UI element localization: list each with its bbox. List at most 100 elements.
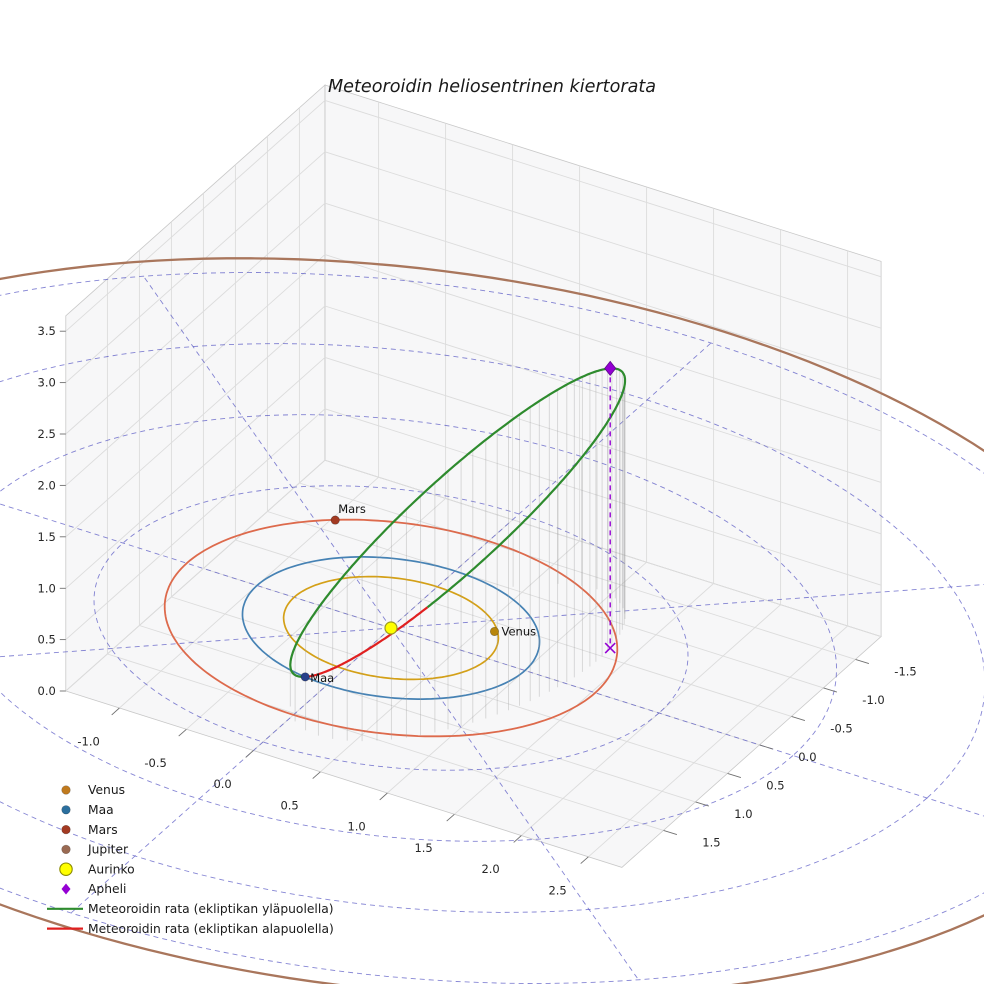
legend-item-label: Jupiter [87,843,129,857]
legend-item-label: Apheli [88,882,126,896]
grid-line [324,408,882,586]
legend-marker-diamond-icon [61,883,71,895]
axis-tick [513,835,522,843]
axis-tick [695,801,710,807]
z-tick-label: 0.0 [38,684,56,698]
aphelion-ground-x-icon [604,642,616,654]
grid-line [65,254,326,486]
x-tick-label: 0.5 [280,799,298,813]
legend-marker-dot-icon [61,805,71,815]
meteoroid-orbit-below [305,606,429,678]
y-tick-label: -0.5 [830,721,852,735]
grid-line [65,202,326,435]
polar-grid-spoke [390,627,984,817]
aphelion-group [604,360,617,654]
planet-label-maa: Maa [310,671,334,685]
grid-line [588,625,848,858]
axis-tick [111,707,120,716]
z-tick-label: 3.0 [38,376,56,390]
polar-grid [0,272,984,984]
axis-tick [759,744,774,750]
axes-panes [65,84,882,868]
grid-line [267,511,824,689]
sun-marker [384,621,398,635]
z-tick-label: 3.5 [38,324,56,338]
y-tick-label: -1.5 [894,664,916,678]
z-tick-label: 1.0 [38,581,56,595]
planet-label-venus: Venus [502,625,537,639]
planet-dot-venus [489,626,500,637]
grid-line [65,100,326,332]
axis-tick-labels: -1.0 -0.5 0.0 0.5 1.0 1.5 2.0 2.5 -1.5 -1.0 -0.5 0.… [38,324,917,897]
axis-ticks [59,330,870,864]
legend-marker-dot-icon [61,824,71,835]
orbit-mars [163,518,619,738]
x-tick-label: 1.5 [414,841,432,855]
legend-item-label: Maa [88,803,114,817]
legend-marker-dot-icon [59,862,73,876]
legend-item-label: Venus [88,783,125,797]
x-tick-label: -1.0 [77,735,99,749]
grid-line [324,99,882,278]
x-tick-label: -0.5 [144,756,166,770]
grid-line [186,498,446,730]
orbit-venus [282,575,500,681]
axis-tick [580,856,589,864]
grid-line [324,202,882,381]
grid-line [65,408,326,640]
polar-grid-circle [0,272,984,984]
legend-item-label: Mars [88,823,118,837]
x-tick-label: 1.0 [347,820,365,834]
axis-tick [379,792,388,801]
chart-title: Meteoroidin heliosentrinen kiertorata [328,77,656,97]
axis-tick [855,658,870,665]
planet-orbits [0,257,984,984]
y-tick-label: 0.0 [798,750,816,764]
legend: Venus Maa Mars Jupiter Aurinko Apheli Meteoroi… [47,783,334,936]
z-tick-label: 2.5 [38,427,56,441]
grid-line [235,539,792,717]
grid-line [65,357,326,589]
grid-line [65,151,326,383]
x-tick-label: 0.0 [213,777,231,791]
grid-line [324,151,882,329]
grid-line [324,305,882,483]
grid-line [139,625,696,803]
planet-dot-maa [300,672,310,682]
grid-line [119,476,379,709]
z-tick-label: 1.5 [38,530,56,544]
meteoroid-orbit-above [289,367,627,679]
meteoroid-orbit [289,367,627,679]
axis-tick [446,813,455,822]
polar-grid-circle [93,485,689,771]
axis-tick [791,715,806,722]
polar-grid-circle [0,343,984,913]
legend-item-label: Aurinko [88,862,135,876]
x-tick-label: 2.0 [481,862,499,876]
grid-line [454,583,714,815]
y-tick-label: -1.0 [862,693,884,707]
polar-grid-spoke [0,503,392,629]
grid-line [521,604,781,836]
legend-marker-dot-icon [61,844,71,855]
x-tick-label: 2.5 [548,884,566,898]
planet-label-mars: Mars [338,502,366,516]
grid-line [65,459,326,692]
grid-line [171,596,728,774]
axis-tick [727,772,742,779]
z-tick-label: 0.5 [38,633,56,647]
y-tick-label: 1.5 [702,835,720,849]
planets: Mars Venus Maa [300,502,537,685]
grid-line [324,254,882,432]
grid-line [324,459,882,638]
grid-line [299,482,856,660]
grid-line [107,653,664,831]
axis-tick [823,687,838,693]
axis-tick [312,771,321,779]
aphelion-marker [604,360,617,377]
legend-item-label: Meteoroidin rata (ekliptikan yläpuolella… [88,902,334,916]
orbit-maa [241,556,541,700]
axis-tick [178,728,187,737]
